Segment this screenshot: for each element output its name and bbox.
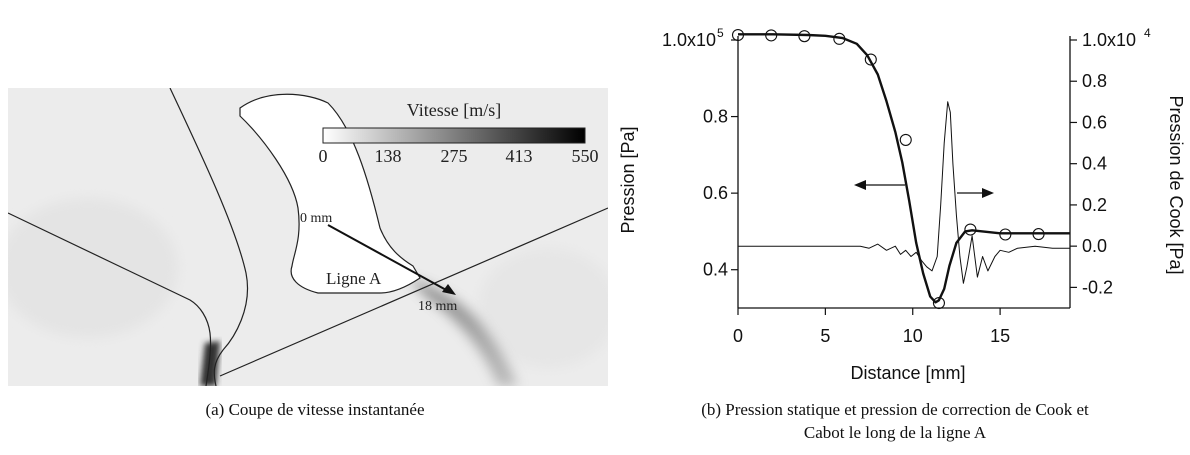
data-point-circle xyxy=(899,133,912,146)
y-tick-label-right: 0.0 xyxy=(1082,236,1107,256)
arrow-right-head xyxy=(982,188,994,198)
caption-b: (b) Pression statique et pression de cor… xyxy=(600,398,1190,444)
x-tick-label: 5 xyxy=(820,326,830,346)
y-tick-label-right: 0.8 xyxy=(1082,71,1107,91)
velocity-field-panel: Vitesse [m/s] 0 138 275 413 550 0 mm 18 … xyxy=(8,88,608,386)
y-tick-label-left: 0.6 xyxy=(703,183,728,203)
data-point-circle xyxy=(798,30,811,43)
y-tick-label-left: 0.4 xyxy=(703,260,728,280)
y-tick-label-right: 0.6 xyxy=(1082,112,1107,132)
data-point-circle xyxy=(932,296,945,310)
caption-b-line1: (b) Pression statique et pression de cor… xyxy=(701,400,1089,419)
line-a-arrowhead xyxy=(442,284,456,295)
series-line-static-pressure xyxy=(738,33,1070,304)
data-point-circle xyxy=(864,53,877,66)
y-tick-exponent-right: 4 xyxy=(1144,26,1151,40)
caption-b-line2: Cabot le long de la ligne A xyxy=(803,423,987,442)
y-tick-label-right: -0.2 xyxy=(1082,277,1113,297)
colorbar-tick: 413 xyxy=(506,146,533,166)
y-axis-label-right: Pression de Cook [Pa] xyxy=(1166,95,1186,274)
y-tick-label-right: 0.2 xyxy=(1082,195,1107,215)
y-tick-label-right: 0.4 xyxy=(1082,154,1107,174)
label-start: 0 mm xyxy=(300,211,332,226)
x-axis-label: Distance [mm] xyxy=(850,363,965,383)
label-line-a: Ligne A xyxy=(326,269,382,288)
colorbar-tick: 0 xyxy=(319,146,328,166)
caption-a: (a) Coupe de vitesse instantanée xyxy=(205,400,425,419)
wake-trailing xyxy=(408,278,518,386)
colorbar-tick: 138 xyxy=(375,146,402,166)
colorbar-tick: 275 xyxy=(441,146,468,166)
y-tick-label-right: 1.0x10 xyxy=(1082,30,1136,50)
y-tick-label-left: 1.0x10 xyxy=(662,30,716,50)
colorbar-tick: 550 xyxy=(572,146,599,166)
jet-bottom xyxy=(200,341,220,386)
series-line-cook-pressure xyxy=(738,101,1070,284)
shading-right xyxy=(478,248,608,368)
lower-surface-line xyxy=(219,207,608,377)
data-point-circle xyxy=(765,29,778,42)
colorbar xyxy=(322,127,586,144)
data-point-circle xyxy=(731,28,745,42)
x-tick-label: 0 xyxy=(733,326,743,346)
arrow-left-head xyxy=(854,180,866,190)
chart-plot: 0 5 10 150.40.60.81.0x10 5-0.20.00.20.40.60.… xyxy=(662,26,1151,346)
data-point-circle xyxy=(964,223,977,236)
data-point-circle xyxy=(999,228,1012,241)
slat-outline xyxy=(239,93,421,294)
colorbar-title: Vitesse [m/s] xyxy=(407,100,501,120)
data-point-circle xyxy=(833,32,846,45)
main-wing-outline xyxy=(8,88,248,386)
label-end: 18 mm xyxy=(418,299,457,314)
data-point-circle xyxy=(1032,228,1045,241)
y-tick-exponent-left: 5 xyxy=(717,26,724,40)
y-tick-label-left: 0.8 xyxy=(703,107,728,127)
colorbar-ticks: 0 138 275 413 550 xyxy=(319,146,599,166)
pressure-chart: 0 5 10 150.40.60.81.0x10 5-0.20.00.20.40.60.… xyxy=(618,26,1186,383)
x-tick-label: 15 xyxy=(990,326,1010,346)
x-tick-label: 10 xyxy=(903,326,923,346)
line-a-arrow xyxy=(327,224,449,292)
y-axis-label-left: Pression [Pa] xyxy=(618,126,638,233)
